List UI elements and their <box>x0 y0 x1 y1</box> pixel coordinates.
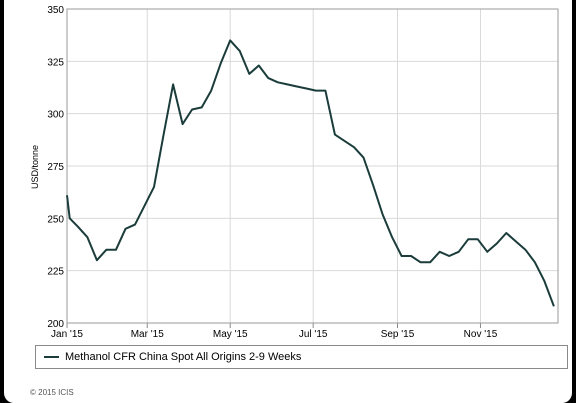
x-tick-label: Mar '15 <box>131 329 164 340</box>
y-tick-labels: 200 225 250 275 300 325 350 <box>47 5 64 330</box>
plot-border <box>66 8 559 324</box>
series-line <box>66 39 555 307</box>
y-tick-label: 300 <box>47 110 64 121</box>
legend-label: Methanol CFR China Spot All Origins 2-9 … <box>65 351 302 363</box>
x-tick-label: Jul '15 <box>299 329 328 340</box>
y-tick-label: 250 <box>47 214 64 225</box>
x-tick-label: Nov '15 <box>464 329 498 340</box>
y-tick-label: 325 <box>47 57 64 68</box>
y-tick-label: 275 <box>47 162 64 173</box>
axes <box>66 8 559 328</box>
line-chart: 200 225 250 275 300 325 350 Jan '15 Mar '15 May … <box>30 5 559 340</box>
y-axis-label: USD/tonne <box>30 145 40 189</box>
y-tick-label: 225 <box>47 267 64 278</box>
x-tick-label: Jan '15 <box>51 329 83 340</box>
copyright-text: © 2015 ICIS <box>30 388 74 397</box>
series-lines <box>66 39 555 307</box>
chart-frame: 200 225 250 275 300 325 350 Jan '15 Mar '15 May … <box>4 0 572 403</box>
x-tick-labels: Jan '15 Mar '15 May '15 Jul '15 Sep '15 Nov '… <box>51 329 498 340</box>
gridlines <box>66 8 558 324</box>
y-tick-label: 350 <box>47 5 64 16</box>
x-tick-label: Sep '15 <box>381 329 415 340</box>
y-tick-label: 200 <box>47 319 64 330</box>
legend[interactable]: Methanol CFR China Spot All Origins 2-9 … <box>35 345 568 369</box>
legend-swatch <box>44 356 59 358</box>
x-tick-label: May '15 <box>213 329 248 340</box>
